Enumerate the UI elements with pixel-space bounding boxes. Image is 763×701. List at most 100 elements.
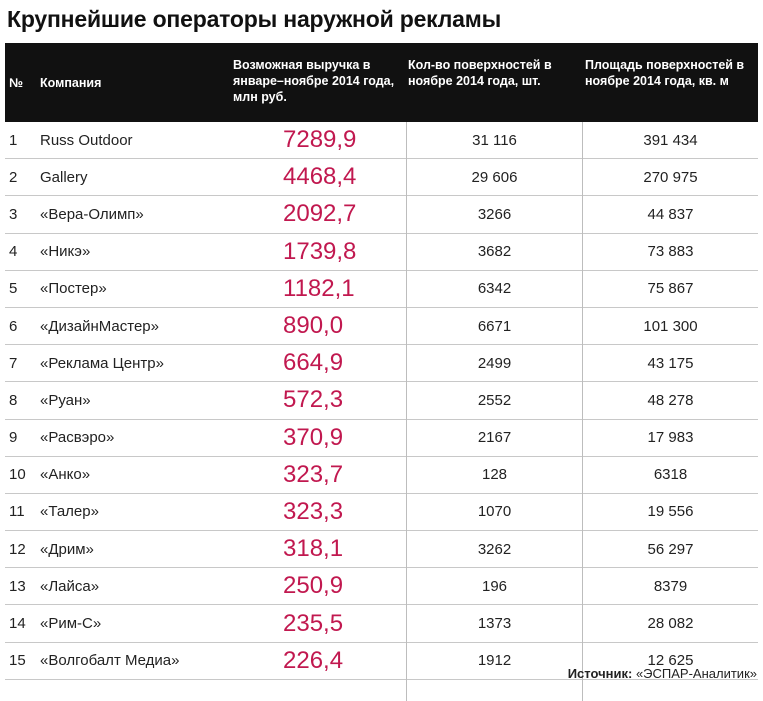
row-num: 7 xyxy=(9,354,18,372)
row-area: 101 300 xyxy=(643,317,698,335)
row-count: 3682 xyxy=(477,243,512,261)
row-company: «Руан» xyxy=(40,391,91,409)
row-count: 1070 xyxy=(477,503,512,521)
row-area: 73 883 xyxy=(647,243,694,261)
header-count: Кол-во поверхностей в ноябре 2014 года, … xyxy=(408,58,552,88)
row-revenue: 2092,7 xyxy=(283,200,357,228)
row-num: 8 xyxy=(9,391,18,409)
row-count: 29 606 xyxy=(471,168,518,186)
table-row: 14 «Рим-С» 235,5 1373 28 082 xyxy=(5,605,758,643)
row-company: «Никэ» xyxy=(40,243,91,261)
row-area: 75 867 xyxy=(647,280,694,298)
row-area: 48 278 xyxy=(647,391,694,409)
row-company: «Рим-С» xyxy=(40,615,102,633)
row-revenue: 572,3 xyxy=(283,386,344,414)
row-company: «Лайса» xyxy=(40,577,100,595)
row-area: 8379 xyxy=(653,577,688,595)
row-num: 13 xyxy=(9,577,26,595)
source-note: Источник: «ЭСПАР-Аналитик» xyxy=(568,666,757,681)
column-divider xyxy=(406,122,407,701)
table-row: 6 «ДизайнМастер» 890,0 6671 101 300 xyxy=(5,308,758,346)
table-row: 15 «Волгобалт Медиа» 226,4 1912 12 625 xyxy=(5,643,758,680)
table-row: 8 «Руан» 572,3 2552 48 278 xyxy=(5,382,758,420)
row-num: 14 xyxy=(9,615,26,633)
operators-table: № Компания Возможная выручка в январе–но… xyxy=(5,43,758,701)
table-body: 1 Russ Outdoor 7289,9 31 116 391 434 2 Gallery… xyxy=(5,122,758,680)
row-count: 6671 xyxy=(477,317,512,335)
row-company: «Талер» xyxy=(40,503,99,521)
source-value: «ЭСПАР-Аналитик» xyxy=(635,666,757,681)
table-row: 12 «Дрим» 318,1 3262 56 297 xyxy=(5,531,758,569)
row-company: «Волгобалт Медиа» xyxy=(40,652,180,670)
row-count: 6342 xyxy=(477,280,512,298)
row-count: 1912 xyxy=(477,652,512,670)
row-area: 56 297 xyxy=(647,540,694,558)
row-count: 2167 xyxy=(477,429,512,447)
row-company: «Реклама Центр» xyxy=(40,354,164,372)
row-area: 391 434 xyxy=(643,131,698,149)
table-row: 10 «Анко» 323,7 128 6318 xyxy=(5,457,758,494)
row-area: 19 556 xyxy=(647,503,694,521)
row-area: 44 837 xyxy=(647,205,694,223)
row-count: 196 xyxy=(481,577,508,595)
row-revenue: 318,1 xyxy=(283,535,344,563)
row-num: 4 xyxy=(9,243,18,261)
column-divider xyxy=(582,122,583,701)
header-area: Площадь поверхностей в ноябре 2014 года,… xyxy=(585,58,745,88)
table-row: 1 Russ Outdoor 7289,9 31 116 391 434 xyxy=(5,122,758,160)
row-company: «Расвэро» xyxy=(40,429,115,447)
row-revenue: 323,7 xyxy=(283,460,344,488)
row-company: «Постер» xyxy=(40,280,107,298)
row-num: 2 xyxy=(9,168,18,186)
row-area: 17 983 xyxy=(647,429,694,447)
row-revenue: 890,0 xyxy=(283,312,344,340)
row-revenue: 235,5 xyxy=(283,609,344,637)
row-num: 12 xyxy=(9,540,26,558)
row-count: 3266 xyxy=(477,205,512,223)
row-num: 1 xyxy=(9,131,18,149)
table-header: № Компания Возможная выручка в январе–но… xyxy=(5,43,758,122)
table-row: 7 «Реклама Центр» 664,9 2499 43 175 xyxy=(5,345,758,383)
row-revenue: 1182,1 xyxy=(283,274,355,302)
row-count: 1373 xyxy=(477,615,512,633)
row-revenue: 664,9 xyxy=(283,349,344,377)
row-area: 28 082 xyxy=(647,615,694,633)
row-revenue: 7289,9 xyxy=(283,126,357,154)
row-company: Russ Outdoor xyxy=(40,131,133,149)
row-area: 43 175 xyxy=(647,354,694,372)
row-company: Gallery xyxy=(40,168,88,186)
header-revenue: Возможная выручка в январе–ноябре 2014 г… xyxy=(233,58,395,104)
header-num: № xyxy=(9,76,23,90)
table-row: 4 «Никэ» 1739,8 3682 73 883 xyxy=(5,234,758,271)
row-num: 11 xyxy=(9,503,25,521)
row-revenue: 323,3 xyxy=(283,497,344,525)
row-revenue: 4468,4 xyxy=(283,163,357,191)
row-area: 12 625 xyxy=(647,652,694,670)
table-row: 2 Gallery 4468,4 29 606 270 975 xyxy=(5,159,758,197)
row-num: 5 xyxy=(9,280,18,298)
row-num: 15 xyxy=(9,652,26,670)
row-revenue: 1739,8 xyxy=(283,237,357,265)
row-revenue: 226,4 xyxy=(283,646,344,674)
source-label: Источник: xyxy=(567,666,633,681)
row-num: 10 xyxy=(9,466,26,484)
header-company: Компания xyxy=(40,76,102,90)
row-company: «ДизайнМастер» xyxy=(40,317,159,335)
table-row: 3 «Вера-Олимп» 2092,7 3266 44 837 xyxy=(5,196,758,234)
row-count: 2552 xyxy=(477,391,512,409)
row-company: «Анко» xyxy=(40,466,91,484)
row-revenue: 250,9 xyxy=(283,572,344,600)
table-row: 9 «Расвэро» 370,9 2167 17 983 xyxy=(5,420,758,457)
row-num: 6 xyxy=(9,317,18,335)
row-count: 2499 xyxy=(477,354,512,372)
page-title: Крупнейшие операторы наружной рекламы xyxy=(7,6,502,32)
row-count: 31 116 xyxy=(472,131,517,149)
row-revenue: 370,9 xyxy=(283,423,344,451)
row-num: 9 xyxy=(9,429,18,447)
table-row: 5 «Постер» 1182,1 6342 75 867 xyxy=(5,271,758,308)
row-area: 6318 xyxy=(653,466,688,484)
table-row: 11 «Талер» 323,3 1070 19 556 xyxy=(5,494,758,532)
row-num: 3 xyxy=(9,205,18,223)
row-count: 128 xyxy=(481,466,508,484)
row-company: «Вера-Олимп» xyxy=(40,205,144,223)
